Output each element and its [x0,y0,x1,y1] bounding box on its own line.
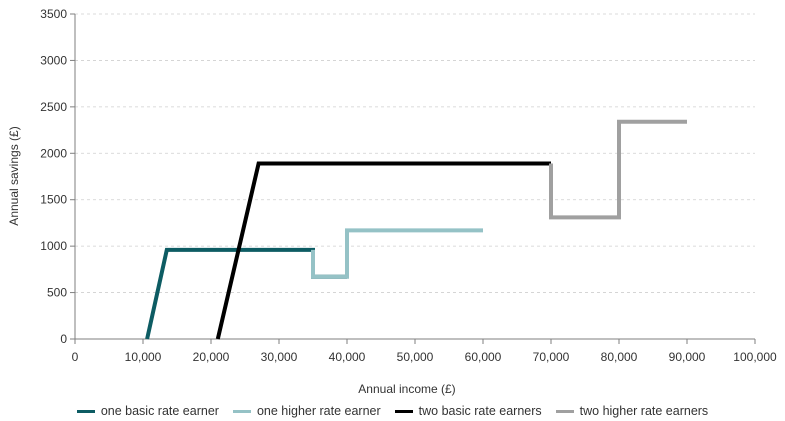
x-tick-label: 80,000 [601,350,638,364]
series-lines [145,119,687,340]
legend-label: one higher rate earner [256,404,381,418]
x-axis-label: Annual income (£) [358,382,455,396]
legend-label: two higher rate earners [579,404,709,418]
series-line-3 [215,161,551,340]
axes [70,13,756,344]
legend: one basic rate earner one higher rate ear… [0,402,785,420]
x-tick-label: 20,000 [193,350,230,364]
y-tick-label: 500 [47,286,67,300]
x-tick-label: 70,000 [533,350,570,364]
y-axis-label: Annual savings (£) [7,126,21,225]
legend-swatch [555,409,574,413]
x-tick-label: 50,000 [397,350,434,364]
x-tick-label: 100,000 [733,350,777,364]
y-tick-label: 3000 [40,53,67,67]
legend-item-1: one basic rate earner [76,404,219,418]
series-line-1 [145,247,347,340]
y-tick-label: 0 [60,332,67,346]
series-line-2 [311,228,483,279]
y-tick-label: 2000 [40,146,67,160]
series-line-4 [549,119,687,220]
legend-item-4: two higher rate earners [555,404,709,418]
y-tick-label: 1500 [40,193,67,207]
x-tick-label: 10,000 [125,350,162,364]
x-tick-label: 90,000 [669,350,706,364]
x-tick-label: 0 [72,350,79,364]
grid [75,13,755,293]
y-tick-label: 3500 [40,7,67,21]
y-tick-label: 2500 [40,100,67,114]
x-tick-label: 30,000 [261,350,298,364]
legend-item-3: two basic rate earners [394,404,542,418]
tick-labels: 0 500 1000 1500 2000 2500 3000 3500 0 10,000 20,00… [40,7,777,364]
legend-label: two basic rate earners [418,404,542,418]
x-tick-label: 40,000 [329,350,366,364]
legend-swatch [76,409,95,413]
legend-swatch [232,409,251,413]
legend-item-2: one higher rate earner [232,404,381,418]
legend-label: one basic rate earner [100,404,219,418]
y-tick-label: 1000 [40,239,67,253]
x-tick-label: 60,000 [465,350,502,364]
legend-swatch [394,409,413,413]
